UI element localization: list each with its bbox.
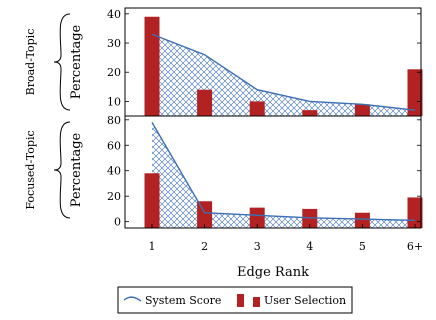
y-tick-label: 40 [107,165,121,178]
y-axis-label-broad: Percentage [69,24,84,99]
y-tick-label: 30 [107,37,121,50]
y-tick-label: 40 [107,8,121,21]
legend-bar-swatch-1 [237,294,244,307]
bar-6+ [407,69,423,116]
bar-4 [302,110,318,116]
y-axis-label-focused: Percentage [69,132,84,207]
x-tick-label: 6+ [407,240,423,253]
x-tick-label: 3 [254,240,261,253]
y-tick-label: 60 [107,139,121,152]
group-label-broad: Broad-Topic [24,29,37,96]
group-brace-focused [53,121,71,219]
system-score-line-focused [151,122,416,222]
group-label-focused: Focused-Topic [24,130,37,209]
bar-1 [144,16,160,116]
y-ticks-focused: 0 20 40 60 80 [107,114,421,229]
x-tick-label: 1 [149,240,156,253]
bar-2 [197,89,213,116]
bar-3 [249,101,265,116]
legend: System Score User Selection [117,286,353,314]
x-tick-label: 5 [359,240,366,253]
group-brace-broad [53,13,71,111]
y-tick-label: 10 [107,95,121,108]
y-ticks-broad: 10 20 30 40 [107,8,421,108]
bar-5 [354,104,370,116]
bar-6+ [407,197,423,228]
x-tick-label: 4 [306,240,313,253]
bar-2 [197,201,213,228]
y-tick-label: 80 [107,114,121,127]
legend-line-swatch [123,296,142,302]
x-axis-label: Edge Rank [237,265,309,280]
system-score-area-broad [152,34,415,116]
y-tick-label: 0 [114,216,121,229]
user-selection-bars-focused [144,173,423,228]
legend-bar-label: User Selection [264,294,346,307]
bar-3 [249,207,265,228]
plot-frame-focused [124,115,422,229]
panel-broad-topic: 10 20 30 40 Percentage Broad-Topic [24,7,423,117]
system-score-area-focused [152,122,415,228]
area-fill [152,34,415,116]
legend-bar-swatch-2 [253,297,260,307]
x-tick-label: 2 [201,240,208,253]
legend-line-label: System Score [145,294,221,307]
x-axis-ticks: 1 2 3 4 5 6+ [149,224,423,253]
panel-focused-topic: 0 20 40 60 80 Percentage Focused-Topic [24,114,423,229]
y-tick-label: 20 [107,66,121,79]
legend-box [117,286,353,314]
bar-1 [144,173,160,228]
user-selection-bars-broad [144,16,423,116]
area-fill [152,122,415,228]
system-score-line-broad [151,33,416,111]
y-tick-label: 20 [107,190,121,203]
bar-5 [354,212,370,228]
